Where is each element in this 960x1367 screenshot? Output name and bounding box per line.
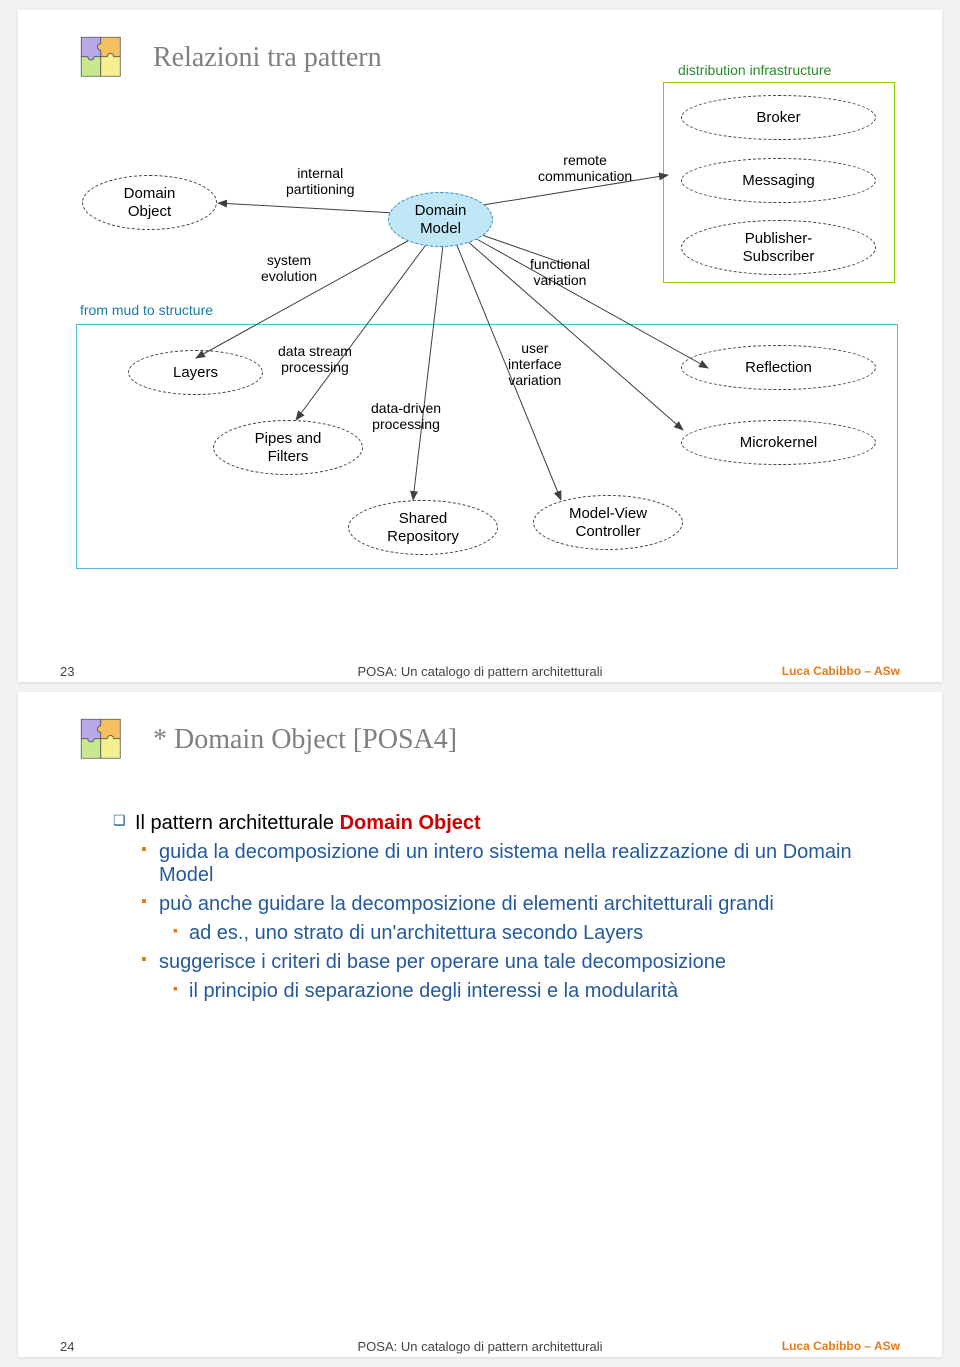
diagram: distribution infrastructure from mud to … (68, 80, 888, 610)
puzzle-icon (78, 34, 130, 86)
node-shared: Shared Repository (348, 500, 498, 555)
node-broker: Broker (681, 95, 876, 140)
structure-label: from mud to structure (80, 302, 213, 318)
label-functional-variation: functional variation (530, 256, 590, 288)
footer-center: POSA: Un catalogo di pattern architettur… (358, 664, 603, 679)
sub-bullet-1: guida la decomposizione di un intero sis… (159, 841, 883, 887)
label-data-stream: data stream processing (278, 343, 352, 375)
bullet-prefix: Il pattern architetturale (135, 812, 340, 834)
footer-author: Luca Cabibbo – ASw (782, 664, 900, 678)
page-number: 24 (60, 1339, 74, 1354)
orange-bullet-icon: ▪ (141, 893, 159, 916)
node-layers: Layers (128, 350, 263, 395)
sub-sub-bullet-1: ad es., uno strato di un'architettura se… (189, 922, 643, 945)
label-internal-partitioning: internal partitioning (286, 165, 355, 197)
orange-bullet-icon: ▪ (141, 841, 159, 887)
node-messaging: Messaging (681, 158, 876, 203)
footer-author: Luca Cabibbo – ASw (782, 1339, 900, 1353)
label-remote-communication: remote communication (538, 152, 632, 184)
slide-1: Relazioni tra pattern distribution infra… (18, 10, 942, 682)
node-mvc: Model-View Controller (533, 495, 683, 550)
body-content: ❑ Il pattern architetturale Domain Objec… (113, 812, 883, 1009)
slide-2: * Domain Object [POSA4] ❑ Il pattern arc… (18, 692, 942, 1357)
node-pubsub: Publisher- Subscriber (681, 220, 876, 275)
bullet-square-icon: ❑ (113, 812, 135, 835)
footer-center: POSA: Un catalogo di pattern architettur… (358, 1339, 603, 1354)
puzzle-icon (78, 716, 130, 768)
node-microkernel: Microkernel (681, 420, 876, 465)
main-bullet-text: Il pattern architetturale Domain Object (135, 812, 481, 835)
slide-title: Relazioni tra pattern (153, 42, 382, 74)
node-pipes: Pipes and Filters (213, 420, 363, 475)
sub-bullet-2: può anche guidare la decomposizione di e… (159, 893, 774, 916)
node-reflection: Reflection (681, 345, 876, 390)
sub-sub-bullet-2: il principio di separazione degli intere… (189, 980, 678, 1003)
bullet-highlight: Domain Object (340, 812, 481, 834)
orange-bullet-icon: ▪ (173, 922, 189, 945)
label-system-evolution: system evolution (261, 252, 317, 284)
slide-title: * Domain Object [POSA4] (153, 724, 457, 756)
orange-bullet-icon: ▪ (173, 980, 189, 1003)
distribution-label: distribution infrastructure (678, 62, 831, 78)
orange-bullet-icon: ▪ (141, 951, 159, 974)
label-ui-variation: user interface variation (508, 340, 562, 388)
sub-bullet-3: suggerisce i criteri di base per operare… (159, 951, 726, 974)
page-number: 23 (60, 664, 74, 679)
node-domain-model: Domain Model (388, 192, 493, 247)
label-data-driven: data-driven processing (371, 400, 441, 432)
node-domain-object: Domain Object (82, 175, 217, 230)
